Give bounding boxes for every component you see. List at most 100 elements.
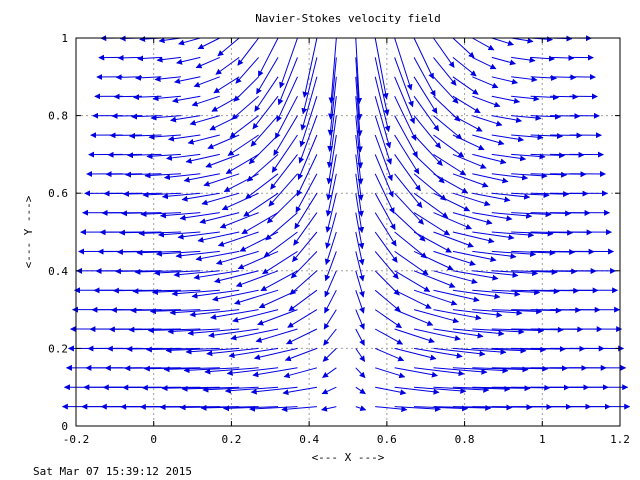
velocity-vector [326,154,337,201]
velocity-vector [413,289,458,306]
velocity-vector [322,367,337,378]
velocity-vector [276,76,298,123]
velocity-vector [230,328,279,341]
velocity-vector [217,231,259,247]
velocity-vector [268,173,298,207]
velocity-vector [321,405,337,412]
velocity-vector [491,289,541,296]
velocity-vector [205,153,240,168]
velocity-vector [472,153,507,165]
velocity-vector [144,172,181,179]
velocity-vector [491,153,527,162]
velocity-vector [472,56,497,70]
velocity-vector [491,308,543,315]
velocity-vector [413,367,465,377]
velocity-vector [289,270,318,295]
velocity-vector [491,95,521,104]
velocity-vector [262,250,298,275]
velocity-vector [250,386,298,395]
velocity-vector [213,270,259,284]
velocity-vector [511,153,546,160]
velocity-vector [394,270,431,292]
velocity-vector [374,309,402,329]
velocity-vector [491,231,535,238]
velocity-vector [210,309,259,320]
velocity-vector [148,133,181,140]
velocity-vector [374,154,394,198]
velocity-vector [491,173,529,181]
velocity-vector [472,328,525,335]
velocity-vector [375,347,405,362]
velocity-vector [215,56,240,75]
x-tick-label: 0 [150,433,157,446]
velocity-vector [511,249,556,256]
velocity-vector [491,37,515,46]
velocity-vector [281,406,317,413]
velocity-vector [472,173,509,184]
velocity-vector [433,192,471,212]
velocity-vector [293,212,318,246]
velocity-vector [296,154,318,197]
velocity-vector [179,404,240,411]
velocity-vector [452,231,495,244]
velocity-vector [472,250,517,260]
velocity-vector [452,250,497,263]
velocity-vector [394,212,426,242]
velocity-vector [355,290,365,314]
velocity-vector [394,250,429,276]
velocity-vector [156,56,181,63]
velocity-vector [374,231,398,263]
velocity-vector [260,270,298,292]
velocity-vector [173,270,220,278]
velocity-vector [250,115,279,147]
velocity-vector [326,134,337,185]
velocity-vector [204,367,259,375]
velocity-vector [394,37,413,91]
velocity-vector [245,173,279,200]
velocity-vector [413,76,438,114]
velocity-vector [472,366,529,373]
velocity-vector [178,37,201,46]
velocity-vector [433,173,469,194]
velocity-vector [433,386,490,393]
velocity-vector [217,37,240,57]
velocity-vector [298,115,318,164]
velocity-vector [472,231,515,241]
velocity-vector [299,96,318,148]
velocity-vector [171,289,220,297]
velocity-vector [211,95,240,112]
velocity-vector [491,212,533,219]
velocity-vector [472,76,499,89]
velocity-vector [374,76,391,133]
velocity-vector [235,270,279,288]
velocity-vector [174,76,201,84]
velocity-vector [433,309,482,321]
velocity-vector [129,132,162,139]
x-tick-label: 0.4 [299,433,319,446]
velocity-vector [152,95,181,102]
velocity-vector [179,212,220,221]
velocity-vector [394,405,442,412]
velocity-vector [157,231,201,238]
velocity-vector [491,76,519,85]
velocity-vector [321,386,337,395]
velocity-vector [279,37,298,89]
velocity-vector [452,309,503,318]
velocity-vector [282,386,318,396]
velocity-vector [227,134,259,156]
velocity-vector [163,173,201,181]
velocity-vector [472,95,501,108]
velocity-vector [234,289,279,305]
velocity-vector [215,250,259,266]
velocity-vector [491,250,537,258]
velocity-vector [452,212,493,225]
velocity-vector [169,309,220,316]
y-tick-label: 0.8 [48,110,68,123]
velocity-vector [283,367,318,379]
velocity-vector [374,37,389,100]
velocity-vector [433,367,488,375]
velocity-vector [145,346,201,353]
velocity-vector [433,347,486,357]
velocity-vector [271,134,298,173]
velocity-vector [374,212,397,247]
